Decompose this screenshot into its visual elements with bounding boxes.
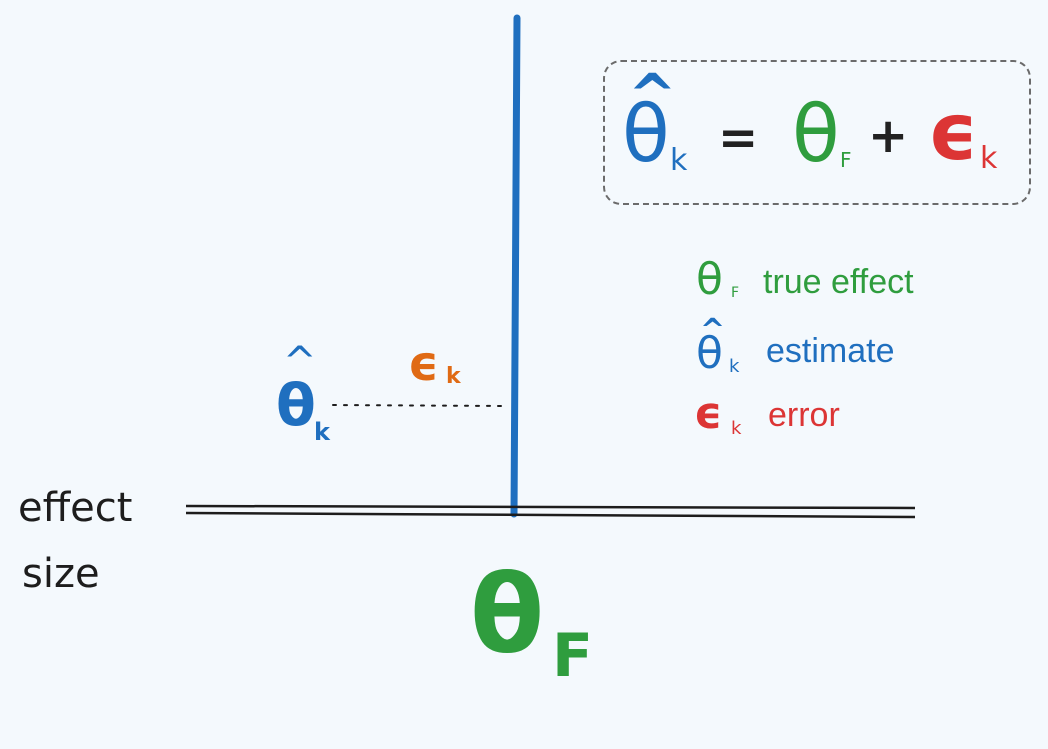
true-effect-line xyxy=(510,14,521,518)
formula-equals: = xyxy=(718,110,759,166)
formula-plus: + xyxy=(868,108,909,164)
legend-true-symbol: θ xyxy=(696,254,723,305)
formula-true-sub: F xyxy=(840,148,852,172)
effect-size-axis-lower xyxy=(185,511,916,519)
legend-estimate-symbol: θ xyxy=(696,328,723,379)
true-effect-symbol: θ xyxy=(470,553,545,678)
estimate-sub: k xyxy=(314,418,330,446)
true-effect-sub: F xyxy=(552,621,593,691)
legend-estimate-sub: k xyxy=(729,356,740,377)
legend-estimate-hat: ^ xyxy=(700,313,726,348)
formula-error-symbol: ϵ xyxy=(928,88,979,178)
formula-estimate-hat: ^ xyxy=(628,61,677,129)
legend-true-sub: F xyxy=(731,285,740,301)
legend-estimate-text: estimate xyxy=(766,332,895,370)
effect-size-axis-upper xyxy=(185,504,916,510)
axis-label-line2: size xyxy=(22,551,100,597)
formula-true-symbol: θ xyxy=(792,90,840,180)
axis-label-line1: effect xyxy=(18,485,133,531)
formula-estimate-symbol: θ xyxy=(622,90,670,180)
error-symbol: ϵ xyxy=(408,336,439,392)
formula-estimate-sub: k xyxy=(670,143,688,178)
legend-error-sub: k xyxy=(731,418,742,439)
estimate-symbol: θ xyxy=(276,371,316,439)
error-dotted-line xyxy=(332,404,509,407)
legend-error-symbol: ϵ xyxy=(694,388,723,439)
legend-true-text: true effect xyxy=(763,263,914,301)
estimate-hat: ^ xyxy=(283,339,317,385)
legend-error-text: error xyxy=(768,396,840,434)
formula-error-sub: k xyxy=(980,141,998,176)
error-sub: k xyxy=(446,364,461,389)
formula-box xyxy=(603,60,1031,205)
